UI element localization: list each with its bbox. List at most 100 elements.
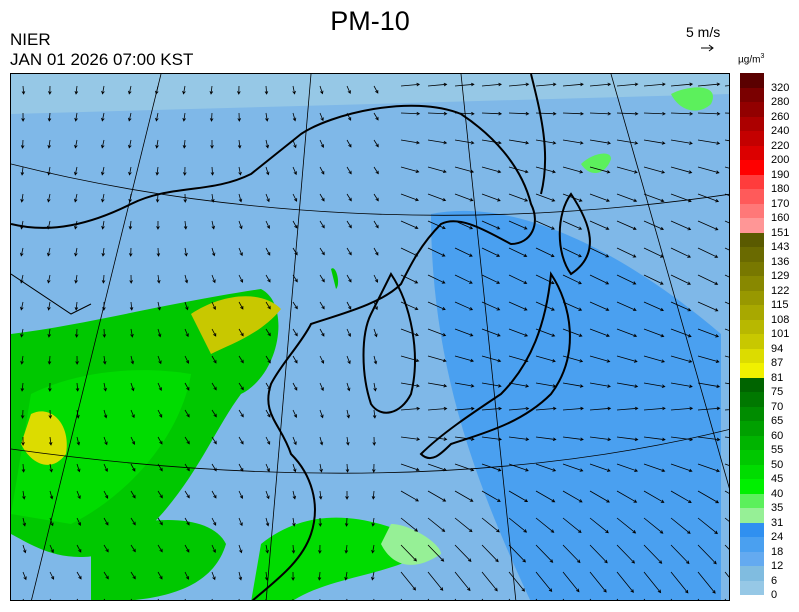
- wind-arrow: [157, 409, 163, 418]
- wind-arrow: [562, 463, 584, 472]
- wind-arrow: [184, 517, 190, 526]
- wind-arrow: [616, 139, 639, 145]
- wind-arrow: [535, 463, 557, 472]
- wind-arrow: [697, 436, 721, 442]
- wind-arrow: [128, 220, 133, 230]
- wind-arrow: [400, 274, 419, 284]
- wind-arrow: [76, 409, 80, 419]
- wind-arrow: [427, 111, 448, 116]
- legend-label: 70: [771, 400, 784, 413]
- wind-arrow: [318, 544, 322, 554]
- legend-swatch: [740, 464, 764, 479]
- wind-arrow: [589, 139, 611, 145]
- wind-arrow: [643, 328, 665, 338]
- wind-arrow: [670, 463, 693, 473]
- wind-arrow: [346, 139, 352, 148]
- wind-arrow: [589, 382, 611, 388]
- wind-arrow: [102, 355, 107, 365]
- wind-arrow: [535, 355, 556, 363]
- wind-arrow: [400, 193, 419, 202]
- wind-arrow: [346, 112, 352, 121]
- wind-arrow: [209, 112, 214, 122]
- wind-arrow: [184, 328, 189, 338]
- wind-arrow: [344, 571, 348, 581]
- wind-arrow: [589, 274, 610, 285]
- wind-arrow: [319, 463, 323, 473]
- wind-arrow: [454, 274, 473, 284]
- wind-arrow: [427, 220, 446, 230]
- legend-label: 320: [771, 81, 790, 94]
- wind-arrow: [643, 571, 662, 594]
- wind-arrow: [697, 517, 718, 535]
- wind-arrow: [346, 328, 351, 338]
- wind-arrow: [643, 463, 666, 473]
- wind-arrow: [481, 166, 502, 174]
- wind-arrow: [670, 220, 692, 231]
- wind-arrow: [697, 82, 721, 87]
- wind-arrow: [616, 247, 637, 258]
- wind-arrow: [155, 85, 159, 95]
- wind-arrow: [74, 220, 78, 230]
- wind-arrow: [184, 490, 190, 499]
- wind-arrow: [697, 193, 720, 203]
- wind-arrow: [103, 544, 109, 553]
- wind-arrow: [373, 274, 379, 283]
- wind-arrow: [372, 436, 376, 446]
- wind-arrow: [670, 490, 692, 504]
- wind-arrow: [49, 571, 55, 580]
- wind-arrow: [562, 490, 583, 503]
- wind-arrow: [47, 247, 51, 257]
- wind-arrow: [75, 355, 79, 365]
- wind-arrow: [697, 328, 720, 338]
- wind-arrow: [427, 436, 448, 441]
- wind-arrow: [562, 274, 582, 285]
- wind-arrow: [211, 517, 217, 526]
- wind-arrow: [20, 139, 25, 149]
- wind-arrow: [265, 301, 271, 310]
- wind-arrow: [346, 193, 352, 202]
- wind-vectors: [19, 82, 729, 600]
- wind-arrow: [724, 301, 729, 305]
- wind-arrow: [346, 220, 352, 229]
- wind-arrow: [291, 544, 296, 554]
- wind-arrow: [427, 82, 448, 87]
- wind-arrow: [616, 571, 634, 593]
- wind-arrow: [21, 112, 25, 122]
- legend-swatch: [740, 363, 764, 378]
- legend-label: 75: [771, 386, 784, 398]
- wind-arrow: [373, 382, 377, 392]
- wind-arrow: [589, 301, 610, 311]
- wind-arrow: [643, 139, 666, 145]
- wind-arrow: [373, 85, 379, 94]
- wind-arrow: [400, 544, 417, 562]
- wind-arrow: [589, 111, 612, 116]
- wind-arrow: [400, 517, 419, 532]
- wind-arrow: [562, 247, 582, 258]
- wind-arrow: [76, 517, 82, 526]
- wind-arrow: [292, 463, 297, 473]
- wind-arrow: [317, 571, 322, 581]
- wind-arrow: [643, 220, 665, 231]
- wind-arrow: [128, 85, 132, 95]
- wind-arrow: [643, 193, 665, 203]
- wind-arrow: [74, 328, 79, 338]
- wind-arrow: [101, 247, 106, 257]
- wind-arrow: [130, 463, 136, 472]
- wind-arrow: [371, 490, 376, 500]
- wind-arrow: [616, 220, 637, 231]
- wind-arrow: [211, 247, 216, 257]
- wind-arrow: [20, 166, 25, 176]
- wind-arrow: [373, 139, 379, 148]
- legend-label: 40: [771, 487, 784, 500]
- wind-arrow: [562, 111, 584, 116]
- wind-arrow: [400, 139, 420, 145]
- wind-arrow: [616, 193, 638, 203]
- wind-arrow: [292, 247, 298, 256]
- wind-arrow: [373, 112, 379, 121]
- wind-arrow: [155, 112, 159, 122]
- wind-arrow: [670, 355, 693, 363]
- wind-arrow: [562, 166, 584, 174]
- wind-arrow: [265, 112, 269, 122]
- wind-arrow: [20, 328, 24, 338]
- wind-arrow: [47, 220, 51, 230]
